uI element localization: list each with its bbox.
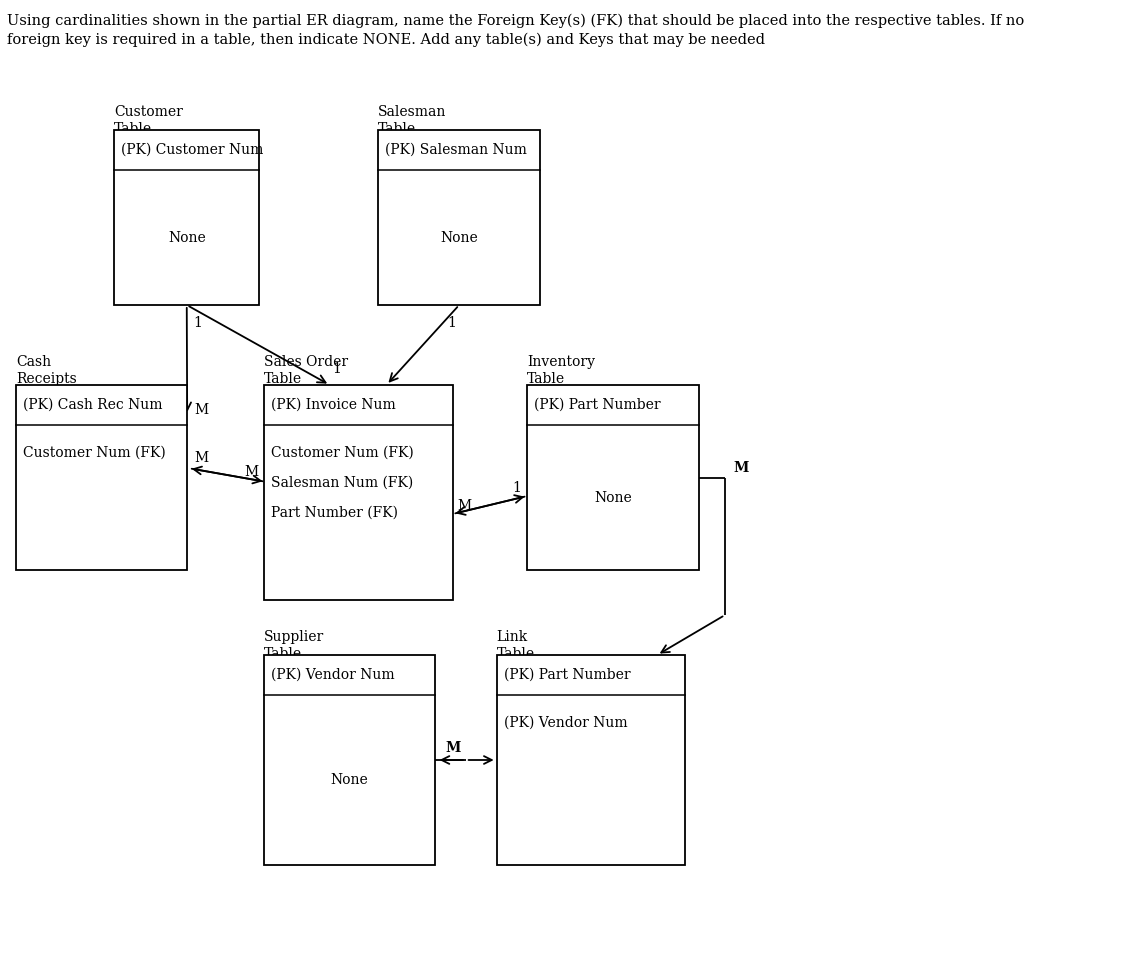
Text: (PK) Customer Num: (PK) Customer Num [121, 143, 264, 157]
Text: 1: 1 [513, 481, 521, 495]
Text: Customer
Table: Customer Table [114, 105, 183, 136]
Bar [378, 130, 540, 305]
Bar [528, 385, 699, 570]
Text: (PK) Invoice Num: (PK) Invoice Num [271, 398, 395, 412]
Text: (PK) Salesman Num: (PK) Salesman Num [385, 143, 526, 157]
Text: None: None [168, 230, 206, 245]
Text: (PK) Part Number: (PK) Part Number [504, 668, 630, 682]
Text: Part Number (FK): Part Number (FK) [271, 506, 397, 520]
Bar [497, 655, 685, 865]
Text: Customer Num (FK): Customer Num (FK) [271, 446, 413, 460]
Text: 1: 1 [193, 316, 202, 330]
Bar [264, 385, 452, 600]
Text: M: M [194, 403, 208, 417]
Text: (PK) Vendor Num: (PK) Vendor Num [271, 668, 394, 682]
Text: Supplier
Table: Supplier Table [264, 630, 324, 661]
Text: M: M [244, 465, 258, 479]
Text: None: None [330, 773, 368, 787]
Bar [264, 655, 435, 865]
Text: M: M [458, 499, 472, 513]
Text: None: None [594, 491, 632, 504]
Text: None: None [441, 230, 478, 245]
Text: M: M [194, 451, 208, 466]
Text: Cash
Receipts
Table: Cash Receipts Table [16, 355, 77, 404]
Text: 1: 1 [448, 316, 457, 330]
Text: Salesman
Table: Salesman Table [378, 105, 447, 136]
Text: Using cardinalities shown in the partial ER diagram, name the Foreign Key(s) (FK: Using cardinalities shown in the partial… [7, 14, 1024, 47]
Text: (PK) Part Number: (PK) Part Number [534, 398, 661, 412]
Text: Inventory
Table: Inventory Table [528, 355, 595, 387]
Text: Link
Table: Link Table [497, 630, 534, 661]
Text: (PK) Cash Rec Num: (PK) Cash Rec Num [23, 398, 162, 412]
Text: Customer Num (FK): Customer Num (FK) [23, 446, 166, 460]
Text: Salesman Num (FK): Salesman Num (FK) [271, 476, 413, 490]
Text: Sales Order
Table: Sales Order Table [264, 355, 348, 387]
Text: 1: 1 [332, 362, 341, 376]
Bar [114, 130, 259, 305]
Text: M: M [445, 741, 461, 755]
Text: M: M [733, 461, 748, 474]
Text: (PK) Vendor Num: (PK) Vendor Num [504, 716, 627, 730]
Bar [16, 385, 187, 570]
